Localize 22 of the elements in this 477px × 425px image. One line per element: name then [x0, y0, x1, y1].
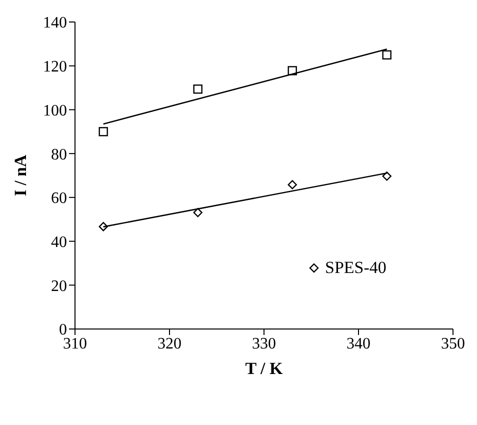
point [193, 208, 202, 218]
point [382, 50, 392, 60]
point [98, 127, 108, 136]
point [288, 66, 297, 76]
point [98, 222, 108, 232]
y-tick-label: 140 [43, 14, 67, 32]
y-tick-label: 40 [51, 234, 67, 251]
y-tick-label: 60 [51, 190, 67, 208]
legend-label: SPES-40 [325, 258, 386, 278]
point [382, 172, 392, 181]
point [288, 180, 297, 190]
x-tick-label: 320 [158, 335, 182, 352]
y-tick-label: 120 [43, 58, 67, 76]
x-tick-label: 340 [346, 335, 370, 352]
x-tick-label: 350 [441, 335, 465, 352]
x-tick-label: 330 [252, 335, 276, 352]
x-axis-title: T / K [245, 359, 284, 378]
y-tick-label: 100 [43, 102, 67, 120]
y-tick-label: 20 [51, 278, 67, 295]
y-axis-title: I / nA [11, 154, 30, 196]
point [193, 84, 202, 94]
y-tick-label: 80 [51, 146, 67, 164]
